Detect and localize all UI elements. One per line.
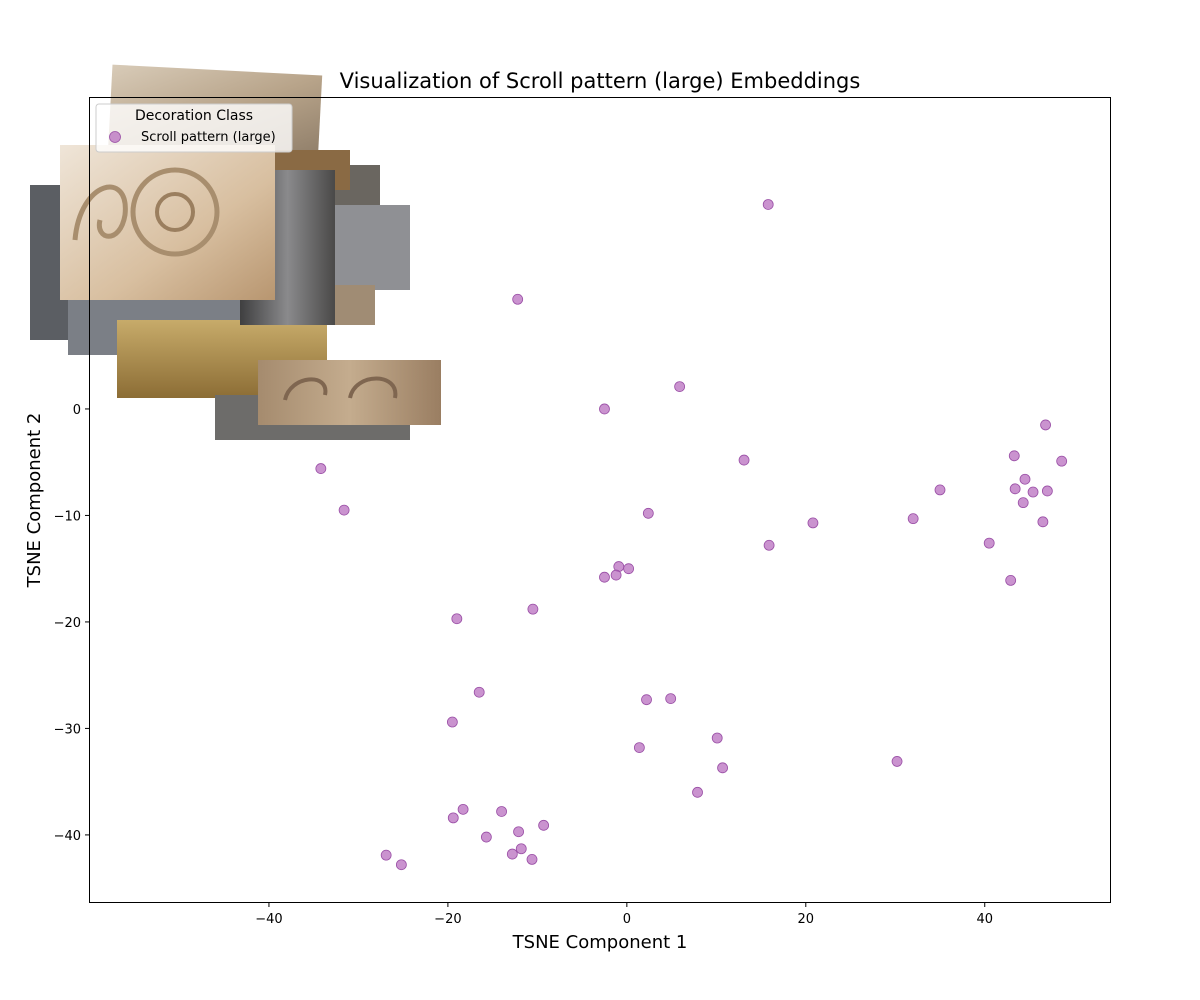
scatter-point bbox=[674, 381, 686, 392]
scatter-point bbox=[907, 513, 919, 525]
legend-box bbox=[95, 103, 293, 153]
scatter-point bbox=[338, 504, 350, 516]
scatter-point bbox=[1019, 473, 1031, 485]
x-axis-label: TSNE Component 1 bbox=[512, 932, 688, 953]
scatter-point bbox=[315, 463, 327, 474]
scatter-point bbox=[1056, 455, 1068, 467]
scatter-point bbox=[692, 786, 703, 798]
data-points bbox=[315, 199, 1068, 871]
scatter-point bbox=[610, 569, 622, 581]
thumbnail-rosette bbox=[130, 167, 220, 257]
scatter-point bbox=[983, 537, 995, 549]
scatter-point bbox=[891, 756, 903, 767]
y-tick-label: −10 bbox=[54, 509, 81, 524]
y-tick-label: −30 bbox=[54, 722, 81, 737]
scatter-point bbox=[1027, 486, 1039, 498]
x-tick-label: 20 bbox=[798, 912, 815, 927]
x-axis-ticks: −40 −20 0 20 40 bbox=[255, 902, 993, 927]
scatter-point bbox=[738, 454, 750, 466]
scatter-point bbox=[717, 762, 728, 774]
legend-entry-scroll-pattern-large: Scroll pattern (large) bbox=[141, 130, 276, 145]
scatter-point bbox=[807, 517, 819, 529]
scatter-point bbox=[446, 716, 458, 728]
scatter-point bbox=[599, 403, 610, 415]
thumbnail-image bbox=[258, 360, 441, 425]
scatter-point bbox=[1041, 485, 1053, 497]
scatter-point bbox=[665, 693, 677, 705]
scatter-point bbox=[395, 859, 407, 871]
scatter-point bbox=[457, 803, 469, 815]
scatter-point bbox=[642, 507, 654, 519]
thumbnail-scroll bbox=[72, 184, 128, 241]
scatter-point bbox=[515, 843, 527, 855]
x-tick-label: −40 bbox=[255, 912, 282, 927]
scatter-point bbox=[1017, 497, 1029, 509]
legend-title: Decoration Class bbox=[135, 108, 253, 124]
x-tick-label: 40 bbox=[976, 912, 993, 927]
scatter-point bbox=[641, 694, 652, 706]
y-tick-label: −40 bbox=[54, 829, 81, 844]
scatter-point bbox=[763, 539, 775, 551]
y-axis-label: TSNE Component 2 bbox=[24, 413, 45, 589]
scatter-point bbox=[496, 806, 507, 817]
scatter-point bbox=[599, 571, 610, 583]
scatter-point bbox=[526, 854, 538, 865]
legend-marker bbox=[109, 131, 121, 143]
scatter-point bbox=[762, 199, 774, 210]
scatter-point bbox=[1009, 483, 1021, 495]
y-tick-label: −20 bbox=[54, 616, 81, 631]
scatter-point bbox=[527, 603, 539, 615]
thumbnail-scroll bbox=[283, 376, 398, 401]
scatter-point bbox=[633, 742, 645, 753]
scatter-point bbox=[451, 613, 463, 625]
legend: Decoration Class Scroll pattern (large) bbox=[95, 103, 293, 153]
y-axis-ticks: −40 −30 −20 −10 0 bbox=[54, 403, 90, 844]
scatter-point bbox=[538, 819, 550, 831]
y-tick-label: 0 bbox=[73, 403, 81, 418]
thumbnail-rosette bbox=[155, 192, 195, 232]
x-tick-label: −20 bbox=[434, 912, 461, 927]
scatter-point bbox=[711, 732, 723, 744]
scatter-point bbox=[473, 686, 485, 698]
scatter-point bbox=[934, 484, 946, 496]
scatter-point bbox=[513, 826, 524, 838]
plot-area-frame bbox=[89, 97, 1111, 903]
scatter-point bbox=[447, 812, 459, 824]
scatter-point bbox=[512, 293, 524, 305]
scatter-point bbox=[1040, 419, 1051, 431]
scatter-point bbox=[506, 848, 518, 860]
scatter-point bbox=[380, 849, 392, 861]
chart-title: Visualization of Scroll pattern (large) … bbox=[340, 69, 861, 93]
scatter-point bbox=[480, 831, 492, 843]
scatter-point bbox=[623, 563, 635, 575]
scatter-point bbox=[1008, 450, 1020, 462]
scatter-point bbox=[1005, 575, 1017, 586]
scatter-point bbox=[1037, 516, 1049, 528]
x-tick-label: 0 bbox=[623, 912, 631, 927]
thumbnail-image bbox=[330, 205, 410, 290]
